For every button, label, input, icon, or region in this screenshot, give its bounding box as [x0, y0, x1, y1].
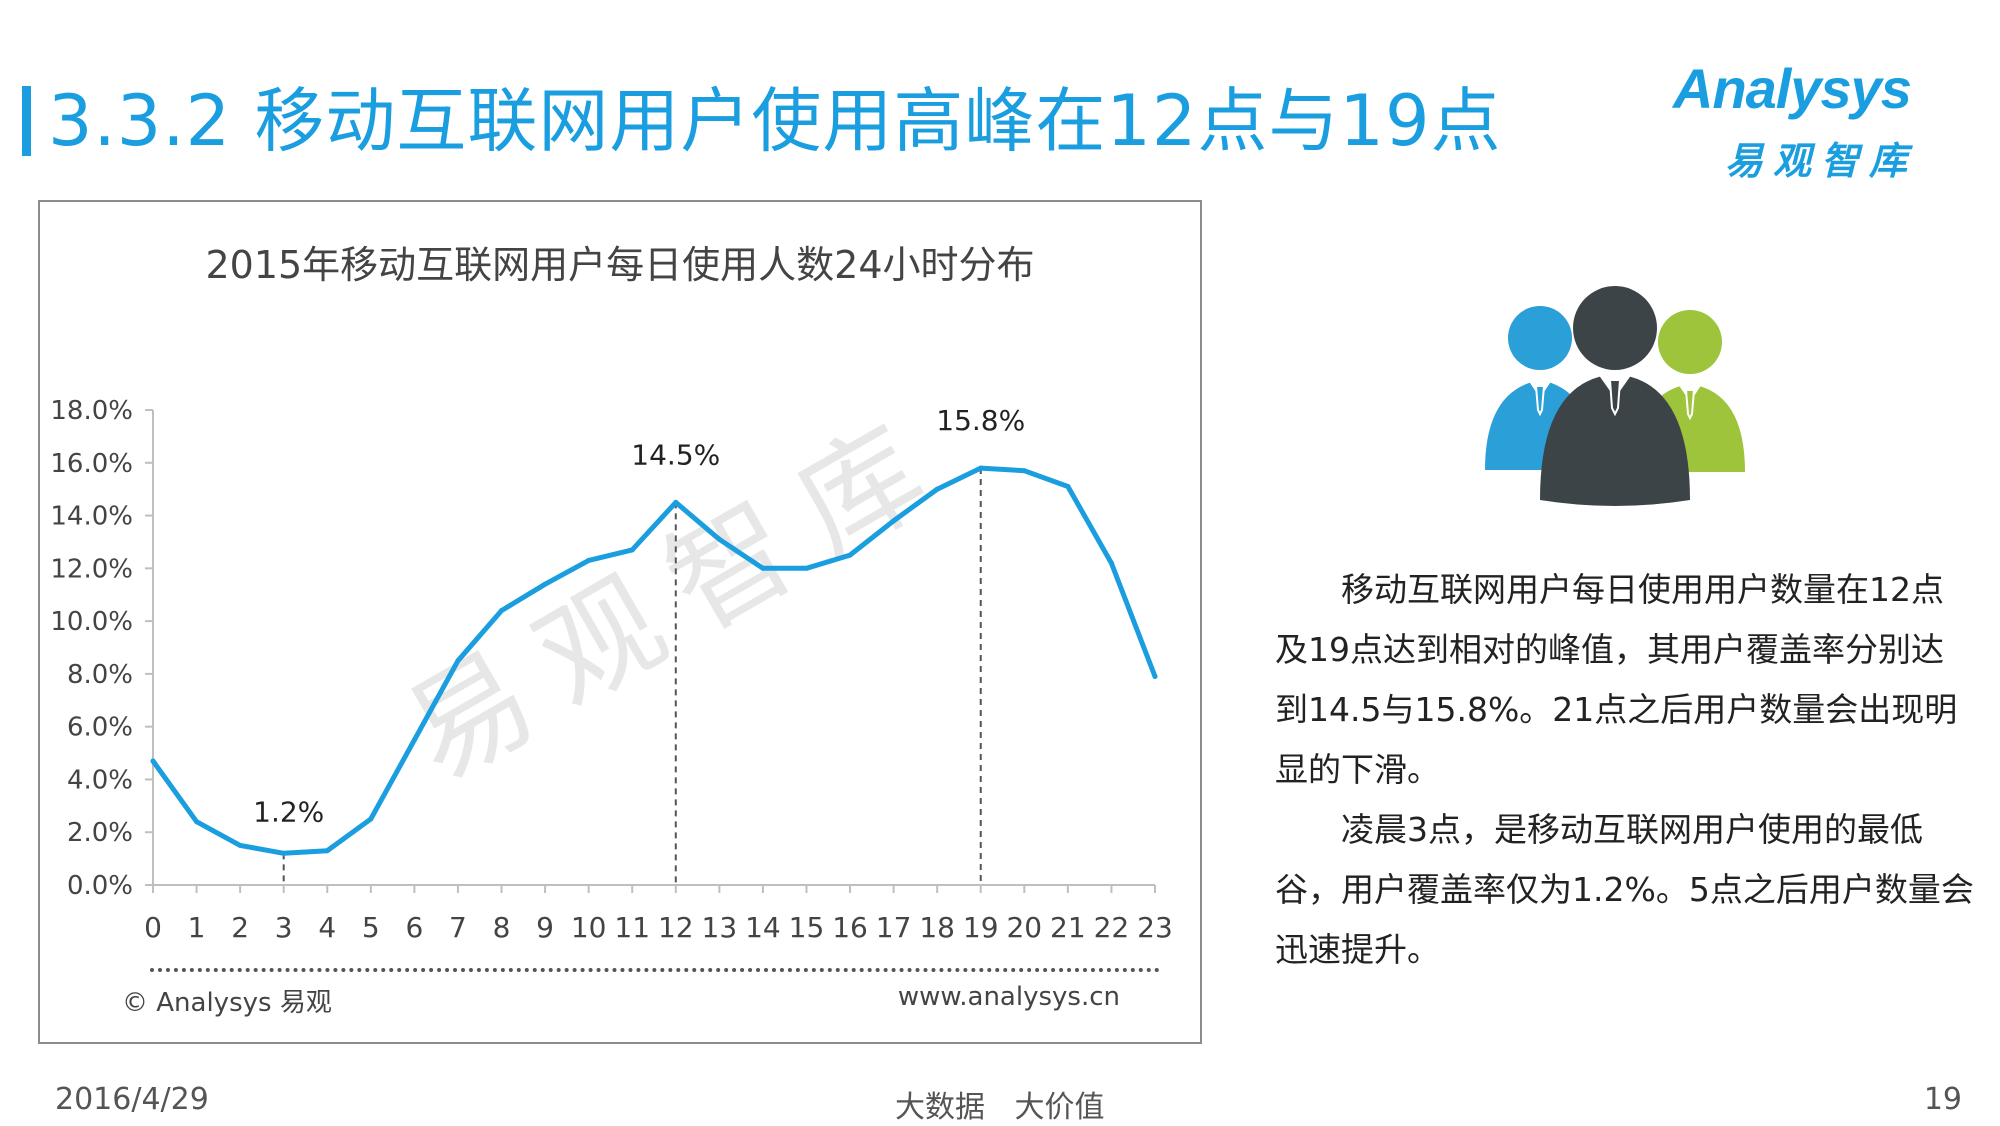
data-label: 1.2% — [253, 795, 324, 828]
page-number: 19 — [1923, 1082, 1962, 1117]
x-tick-label: 14 — [745, 911, 781, 944]
y-tick-label: 16.0% — [50, 449, 133, 479]
data-point — [891, 518, 897, 524]
x-tick-label: 8 — [493, 911, 511, 944]
chart-frame: 易观智库 2015年移动互联网用户每日使用人数24小时分布 0.0% 2.0% 4.… — [38, 200, 1202, 1044]
data-point — [760, 565, 766, 571]
x-tick-label: 13 — [702, 911, 738, 944]
y-tick-label: 6.0% — [67, 713, 133, 743]
x-tick-label: 4 — [318, 911, 336, 944]
x-tick-label: 11 — [614, 911, 650, 944]
data-point — [499, 608, 505, 614]
x-tick-label: 15 — [789, 911, 825, 944]
analysys-logo: Analysys 易观智库 — [1655, 50, 1975, 183]
y-tick-label: 2.0% — [67, 818, 133, 848]
footer-slogan: 大数据 大价值 — [895, 1090, 1105, 1125]
data-point — [673, 499, 679, 505]
y-tick-label: 14.0% — [50, 502, 133, 532]
x-tick-label: 19 — [963, 911, 999, 944]
data-point — [716, 536, 722, 542]
x-tick-label: 16 — [832, 911, 868, 944]
y-tick-label: 0.0% — [67, 871, 133, 901]
series-line — [150, 465, 1158, 856]
data-point — [1021, 468, 1027, 474]
data-point — [324, 848, 330, 854]
logo-chinese-name: 易观智库 — [1725, 139, 1918, 183]
description-text: 移动互联网用户每日使用用户数量在12点及19点达到相对的峰值，其用户覆盖率分别达… — [1275, 560, 1975, 980]
y-tick-label: 8.0% — [67, 660, 133, 690]
data-point — [542, 581, 548, 587]
x-tick-label: 2 — [231, 911, 249, 944]
x-tick-label: 22 — [1094, 911, 1130, 944]
x-tick-label: 3 — [275, 911, 293, 944]
chart-website: www.analysys.cn — [897, 982, 1120, 1012]
slide-title: 3.3.2 移动互联网用户使用高峰在12点与19点 — [48, 80, 1502, 162]
chart-footer-divider — [150, 968, 1160, 972]
x-tick-label: 1 — [188, 911, 206, 944]
description-paragraph-2: 凌晨3点，是移动互联网用户使用的最低谷，用户覆盖率仅为1.2%。5点之后用户数量… — [1275, 810, 1974, 969]
data-point — [150, 758, 156, 764]
x-tick-label: 12 — [658, 911, 694, 944]
data-point — [1065, 484, 1071, 490]
data-label: 14.5% — [631, 438, 720, 471]
y-tick-label: 12.0% — [50, 554, 133, 584]
x-tick-label: 9 — [536, 911, 554, 944]
y-tick-label: 4.0% — [67, 765, 133, 795]
x-tick-label: 23 — [1137, 911, 1173, 944]
chart-copyright: © Analysys 易观 — [122, 988, 332, 1018]
data-point — [368, 816, 374, 822]
y-tick-label: 18.0% — [50, 396, 133, 426]
data-point — [934, 486, 940, 492]
description-paragraph-1: 移动互联网用户每日使用用户数量在12点及19点达到相对的峰值，其用户覆盖率分别达… — [1275, 570, 1958, 789]
logo-wordmark: Analysys — [1673, 57, 1912, 120]
x-tick-label: 20 — [1006, 911, 1042, 944]
data-point — [847, 552, 853, 558]
x-tick-label: 21 — [1050, 911, 1086, 944]
x-tick-label: 17 — [876, 911, 912, 944]
data-point — [629, 547, 635, 553]
data-point — [978, 465, 984, 471]
line-chart: 0.0% 2.0% 4.0% 6.0% 8.0% 10.0% 12.0% 14.0% 16.0%… — [50, 396, 1173, 944]
people-group-icon — [1480, 280, 1750, 515]
data-point — [281, 850, 287, 856]
x-tick-label: 0 — [144, 911, 162, 944]
x-tick-label: 18 — [919, 911, 955, 944]
y-tick-label: 10.0% — [50, 607, 133, 637]
data-point — [1108, 560, 1114, 566]
data-point — [1152, 674, 1158, 680]
x-tick-label: 7 — [449, 911, 467, 944]
title-accent-bar — [22, 86, 31, 156]
data-point — [586, 557, 592, 563]
x-tick-label: 5 — [362, 911, 380, 944]
footer-date: 2016/4/29 — [55, 1082, 209, 1117]
data-point — [455, 658, 461, 664]
x-tick-label: 10 — [571, 911, 607, 944]
data-point — [803, 565, 809, 571]
chart-title: 2015年移动互联网用户每日使用人数24小时分布 — [205, 243, 1035, 287]
x-tick-label: 6 — [405, 911, 423, 944]
data-label: 15.8% — [936, 404, 1025, 437]
data-point — [237, 842, 243, 848]
data-point — [411, 737, 417, 743]
data-point — [194, 819, 200, 825]
